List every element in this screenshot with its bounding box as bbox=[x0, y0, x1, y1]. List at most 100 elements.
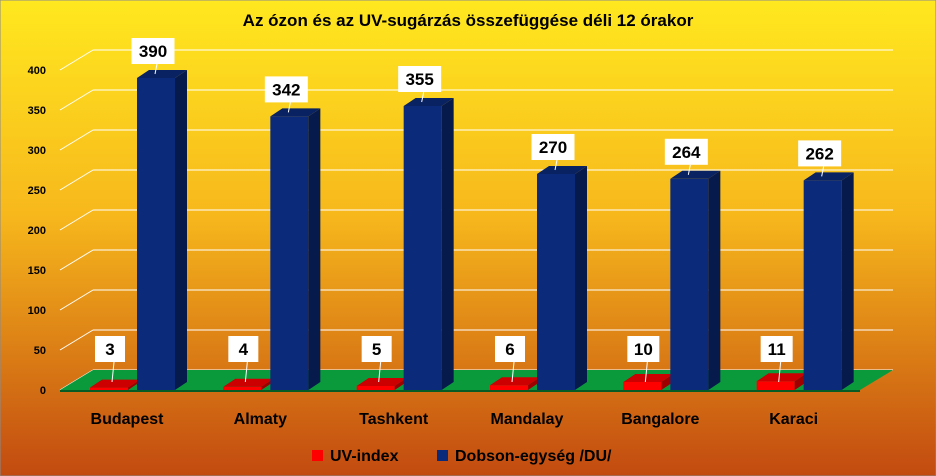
bar-dobson-front bbox=[803, 180, 842, 390]
data-label-leader bbox=[287, 102, 291, 113]
x-tick-label: Karaci bbox=[769, 411, 818, 428]
bar-uv-index-front bbox=[623, 382, 662, 390]
data-label-box bbox=[798, 140, 842, 167]
bar-dobson-top bbox=[803, 172, 854, 181]
bar-dobson-front bbox=[137, 78, 175, 390]
y-tick-label: 400 bbox=[28, 65, 46, 77]
bar-uv-index-front bbox=[490, 385, 528, 390]
x-tick-label: Tashkent bbox=[359, 411, 429, 428]
bar-dobson-front bbox=[537, 174, 575, 390]
data-label-box bbox=[398, 66, 442, 92]
bar-dobson-side bbox=[841, 172, 854, 390]
bar-dobson bbox=[803, 172, 854, 390]
x-tick-label: Mandalay bbox=[491, 411, 564, 428]
data-label: 390 bbox=[139, 42, 167, 61]
y-axis-ticks: 0 50 100 150 200 250 300 350 400 bbox=[28, 65, 46, 397]
data-label-box bbox=[228, 336, 259, 362]
data-label-box bbox=[95, 336, 125, 362]
data-label-leader bbox=[778, 361, 782, 383]
bar-dobson-top bbox=[270, 108, 321, 117]
data-label-box bbox=[760, 336, 793, 362]
bar-dobson-side bbox=[708, 170, 721, 390]
y-tick-label: 150 bbox=[28, 265, 46, 277]
data-label: 355 bbox=[405, 70, 433, 89]
bar-uv-index-front bbox=[356, 386, 395, 390]
y-tick-label: 200 bbox=[28, 225, 46, 237]
data-label-box bbox=[627, 336, 660, 362]
bar-dobson-side bbox=[441, 98, 454, 390]
data-label-box bbox=[264, 76, 308, 103]
bar-dobson-front bbox=[670, 178, 709, 390]
x-tick-label: Bangalore bbox=[621, 411, 699, 428]
data-label: 3 bbox=[105, 340, 114, 359]
y-tick-label: 100 bbox=[28, 305, 46, 317]
x-tick-label: Budapest bbox=[91, 411, 165, 428]
data-labels: 3 390 4 342 5 355 6 270 10 264 11 262 bbox=[95, 38, 842, 383]
gridline bbox=[59, 329, 94, 351]
bar-uv-index-top bbox=[490, 377, 540, 386]
x-axis-ticks: Budapest Almaty Tashkent Mandalay Bangalore K… bbox=[91, 411, 819, 428]
gridline bbox=[59, 289, 94, 311]
bar-uv-index-front bbox=[223, 386, 262, 390]
bar-dobson bbox=[670, 170, 721, 390]
data-label-box bbox=[131, 38, 175, 64]
gridline bbox=[59, 129, 94, 151]
bar-dobson-top bbox=[537, 166, 587, 174]
gridline bbox=[59, 89, 94, 111]
data-label: 342 bbox=[272, 80, 300, 99]
data-label: 11 bbox=[768, 340, 786, 359]
chart-title: Az ózon és az UV-sugárzás összefüggése d… bbox=[243, 11, 694, 30]
gridline bbox=[59, 249, 94, 271]
data-label-leader bbox=[244, 361, 248, 383]
data-label-box bbox=[664, 138, 708, 165]
y-tick-label: 350 bbox=[28, 105, 46, 117]
x-tick-label: Almaty bbox=[234, 411, 287, 428]
legend-swatch bbox=[312, 450, 323, 461]
gridline bbox=[59, 169, 94, 191]
data-label-box bbox=[531, 134, 575, 160]
bar-uv-index-top bbox=[756, 373, 807, 382]
data-label-leader bbox=[111, 361, 115, 383]
bar-dobson-front bbox=[270, 116, 309, 391]
data-label: 264 bbox=[672, 143, 701, 162]
data-label-leader bbox=[378, 361, 382, 383]
bar-uv-index-top bbox=[90, 379, 140, 388]
bar-uv-index-front bbox=[90, 387, 128, 390]
y-tick-label: 50 bbox=[34, 345, 46, 357]
gridline bbox=[59, 209, 94, 231]
data-label-leader bbox=[644, 361, 648, 383]
data-label-leader bbox=[154, 63, 158, 75]
data-label: 4 bbox=[239, 340, 249, 359]
data-label: 262 bbox=[805, 144, 833, 163]
bar-dobson bbox=[537, 166, 587, 390]
bar-dobson-side bbox=[308, 108, 321, 391]
data-label: 6 bbox=[505, 340, 514, 359]
floor-edge bbox=[60, 390, 860, 392]
data-label-leader bbox=[511, 361, 515, 383]
data-label-leader bbox=[687, 164, 691, 175]
bar-uv-index-front bbox=[756, 381, 795, 390]
bars bbox=[90, 70, 854, 391]
data-label: 270 bbox=[539, 138, 567, 157]
gridline bbox=[59, 49, 94, 71]
y-tick-label: 0 bbox=[40, 385, 46, 397]
data-label-leader bbox=[821, 166, 825, 177]
bar-dobson-side bbox=[175, 70, 187, 390]
legend-label: Dobson-egység /DU/ bbox=[455, 448, 612, 465]
y-tick-label: 300 bbox=[28, 145, 46, 157]
data-label-leader bbox=[554, 159, 558, 171]
legend-label: UV-index bbox=[330, 448, 399, 465]
bar-dobson-top bbox=[403, 98, 454, 106]
legend-swatch bbox=[437, 450, 448, 461]
bar-uv-index-top bbox=[223, 378, 274, 387]
bar-dobson bbox=[403, 98, 454, 390]
bar-uv-index-top bbox=[623, 374, 674, 382]
data-label-box bbox=[361, 336, 392, 362]
legend: UV-index Dobson-egység /DU/ bbox=[312, 448, 612, 465]
bar-dobson-front bbox=[403, 106, 442, 390]
bar-dobson bbox=[270, 108, 321, 391]
bar-dobson-top bbox=[137, 70, 187, 78]
bar-dobson bbox=[137, 70, 187, 390]
data-label-leader bbox=[421, 91, 425, 103]
